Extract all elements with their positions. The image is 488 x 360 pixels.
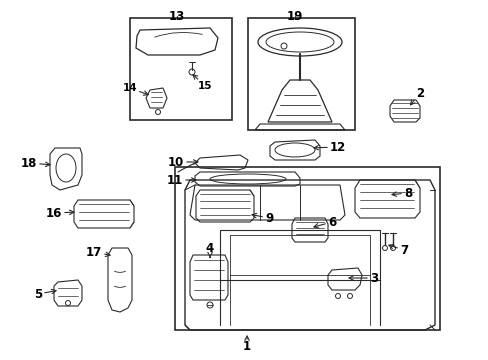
Text: 14: 14 <box>122 83 148 95</box>
Text: 6: 6 <box>313 216 336 229</box>
Text: 8: 8 <box>391 186 411 199</box>
Text: 16: 16 <box>45 207 74 220</box>
Text: 13: 13 <box>168 10 185 23</box>
Text: 19: 19 <box>286 10 303 23</box>
Bar <box>130 18 231 120</box>
Bar <box>247 18 354 130</box>
Text: 7: 7 <box>388 243 407 257</box>
Text: 12: 12 <box>313 140 346 153</box>
Text: 15: 15 <box>193 75 212 91</box>
Text: 5: 5 <box>34 288 56 301</box>
Text: 2: 2 <box>410 86 423 105</box>
Bar <box>175 167 439 330</box>
Text: 18: 18 <box>20 157 50 170</box>
Text: 1: 1 <box>243 341 250 354</box>
Text: 9: 9 <box>251 212 273 225</box>
Text: 17: 17 <box>85 246 110 258</box>
Text: 3: 3 <box>348 271 377 284</box>
Text: 11: 11 <box>166 174 196 186</box>
Text: 4: 4 <box>205 242 214 257</box>
Text: 10: 10 <box>167 156 198 168</box>
